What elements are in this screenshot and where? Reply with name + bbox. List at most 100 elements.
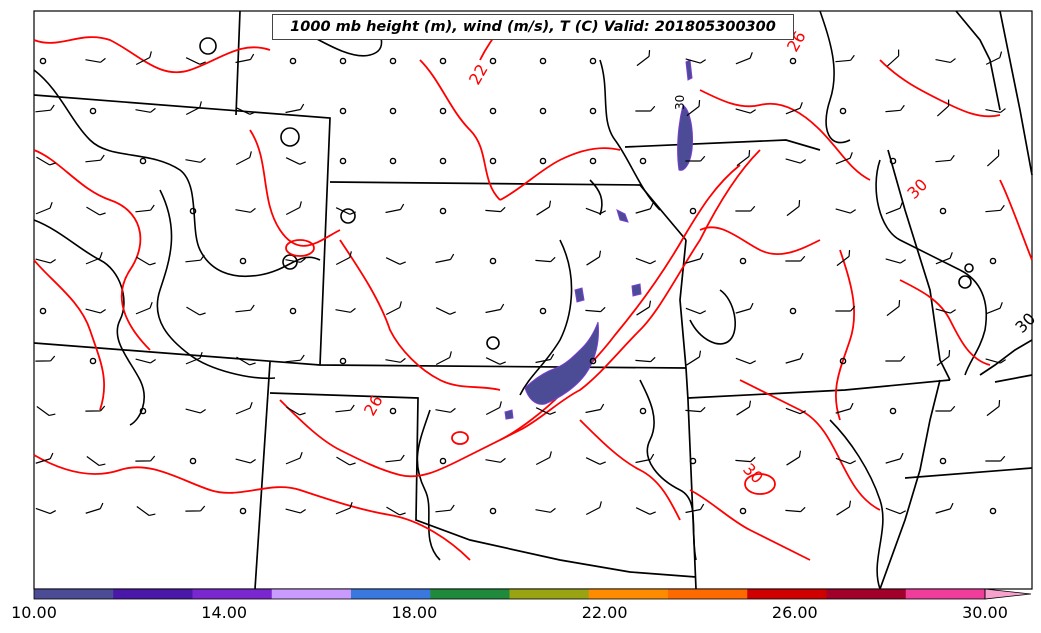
wind-barb [86, 456, 106, 467]
calm-wind-station [389, 157, 397, 165]
calm-wind-station [439, 457, 447, 465]
wind-barb [35, 258, 56, 264]
calm-wind-station [589, 107, 597, 115]
wind-barb [85, 502, 104, 514]
calm-wind-station [539, 157, 547, 165]
wind-barb [636, 300, 652, 316]
colorbar-segment [271, 589, 352, 599]
wind-barb [935, 405, 956, 412]
colorbar-segment [588, 589, 669, 599]
wind-barbs [35, 49, 1006, 517]
map-frame [33, 10, 1033, 590]
wind-barb [735, 205, 756, 212]
calm-wind-station [239, 257, 247, 265]
colorbar-segment [826, 589, 907, 599]
colorbar-segment [34, 589, 114, 599]
wind-barb [685, 58, 706, 64]
calm-wind-station [339, 357, 347, 365]
colorbar-tick-label: 26.00 [771, 603, 818, 622]
wind-barb [935, 308, 956, 314]
wind-barb [885, 258, 906, 264]
wind-barb [686, 100, 701, 117]
wind-barb [685, 252, 704, 264]
wind-barb [885, 507, 907, 515]
wind-barb [335, 404, 355, 413]
wind-barb [185, 351, 203, 365]
wind-barb [885, 355, 906, 362]
wind-barb [336, 456, 356, 466]
calm-wind-station [789, 57, 797, 65]
wind-barb [285, 157, 306, 165]
wind-barb [985, 358, 1006, 364]
calm-wind-station [389, 407, 397, 415]
wind-barb [235, 401, 253, 415]
wind-barb [235, 107, 256, 115]
wind-barb [236, 356, 256, 366]
wind-barb [85, 405, 106, 412]
calm-wind-station [539, 307, 547, 315]
colorbar-segment [351, 589, 431, 599]
wind-barb [136, 256, 156, 266]
wind-barb [485, 303, 505, 314]
wind-barb [736, 400, 752, 416]
calm-wind-station [89, 107, 97, 115]
wind-barb [635, 356, 656, 363]
calm-wind-station [439, 107, 447, 115]
wind-barb [836, 500, 852, 516]
wind-barb [835, 208, 856, 214]
wind-barb [35, 104, 55, 113]
wind-barb [835, 54, 855, 63]
wind-barb [285, 257, 306, 263]
calm-wind-station [189, 457, 197, 465]
wind-barb [535, 353, 555, 364]
calm-wind-station [939, 457, 947, 465]
calm-wind-station [689, 207, 697, 215]
wind-barb [435, 407, 456, 413]
colorbar-segment [905, 589, 986, 599]
wind-barb [385, 257, 406, 265]
wind-barb [186, 306, 206, 316]
wind-barb [285, 103, 305, 114]
wind-barb [985, 302, 1003, 315]
calm-wind-station [389, 57, 397, 65]
calm-wind-station [239, 507, 247, 515]
wind-barb [885, 104, 905, 113]
wind-barb [635, 202, 654, 214]
calm-wind-station [339, 157, 347, 165]
state-boundaries [33, 10, 1033, 590]
wind-barb [385, 357, 406, 363]
wind-barb [185, 57, 206, 65]
calm-wind-station [489, 157, 497, 165]
colorbar-segment [113, 589, 193, 599]
wind-barb [135, 51, 152, 66]
wind-barb [335, 501, 353, 515]
wind-barb [736, 150, 751, 167]
calm-wind-station [489, 257, 497, 265]
calm-wind-station [539, 57, 547, 65]
wind-barb [935, 252, 953, 265]
wind-barb [785, 506, 806, 513]
contour-label-30-tiny: 30 [673, 95, 687, 110]
calm-wind-station [389, 107, 397, 115]
wind-barb [435, 504, 455, 513]
calm-wind-station [139, 157, 147, 165]
wind-barb [935, 154, 955, 163]
calm-wind-station [289, 57, 297, 65]
wind-barb [185, 505, 206, 512]
wind-barb [235, 458, 256, 464]
calm-wind-station [889, 407, 897, 415]
wind-barb [235, 53, 255, 64]
wind-barb [135, 301, 153, 315]
wind-barb [885, 202, 903, 215]
wind-barb [885, 452, 904, 464]
wind-barb [635, 507, 656, 515]
wind-barb [485, 457, 506, 463]
wind-barb [985, 204, 1005, 213]
wind-barb [36, 156, 56, 166]
wind-barb [535, 407, 556, 415]
wind-barb [136, 506, 156, 517]
wind-barb [285, 201, 302, 216]
wind-barb [735, 357, 757, 365]
wind-barb [836, 250, 851, 267]
wind-barb [235, 207, 256, 213]
